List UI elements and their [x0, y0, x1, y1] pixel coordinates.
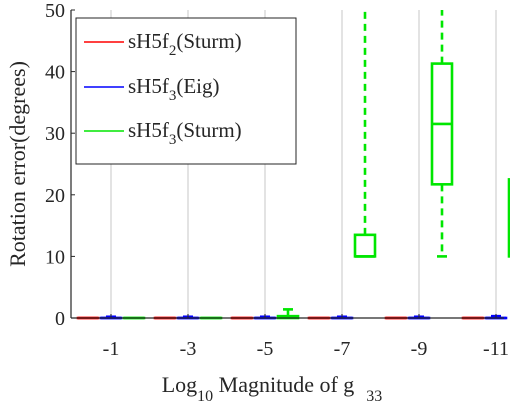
x-axis-label-sub2: 33 — [366, 388, 382, 404]
box-2-2 — [276, 308, 300, 320]
x-tick-label: -7 — [334, 338, 351, 360]
y-tick-label: 30 — [45, 123, 65, 145]
box-2-5 — [507, 178, 510, 258]
box-iqr — [507, 178, 510, 258]
axes — [70, 10, 504, 319]
y-tick-label: 40 — [45, 62, 65, 84]
box-iqr — [353, 233, 377, 258]
x-tick-label: -11 — [483, 338, 509, 360]
y-axis-label: Rotation error(degrees) — [5, 61, 30, 267]
x-tick-label: -1 — [103, 338, 120, 360]
y-tick-label: 10 — [45, 246, 65, 268]
legend-label: sH5f3(Eig) — [128, 74, 220, 104]
legend: sH5f2(Sturm) sH5f3(Eig) sH5f3(Sturm) — [75, 17, 297, 165]
y-tick-label: 0 — [55, 308, 65, 330]
y-tick-label: 50 — [45, 0, 65, 22]
x-axis-label-mid: Magnitude of g — [213, 372, 354, 397]
x-axis-label-pre: Log — [162, 372, 197, 397]
x-axis-label: Log10 Magnitude of g 33 — [162, 372, 383, 404]
x-tick-label: -9 — [411, 338, 428, 360]
y-tick-label: 20 — [45, 185, 65, 207]
box-2-4 — [430, 10, 454, 258]
x-tick-label: -3 — [180, 338, 197, 360]
y-ticks: 0 10 20 30 40 50 — [45, 0, 75, 330]
legend-label: sH5f3(Sturm) — [128, 118, 242, 148]
x-tick-label: -5 — [257, 338, 274, 360]
x-ticks: -1 -3 -5 -7 -9 -11 — [103, 314, 509, 360]
x-axis-label-sub1: 10 — [197, 388, 213, 404]
legend-label: sH5f2(Sturm) — [128, 29, 242, 59]
box-2-3 — [353, 10, 377, 258]
